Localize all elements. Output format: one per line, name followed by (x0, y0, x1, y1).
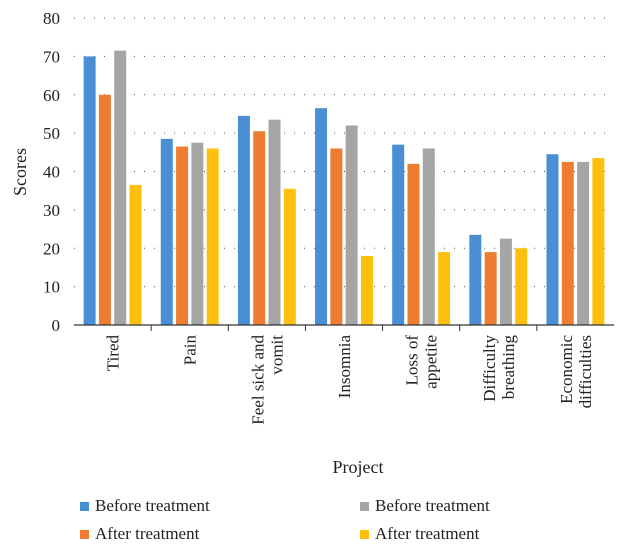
x-tick-label-group: Loss of appetite (403, 335, 441, 389)
x-tick-label: Pain (181, 335, 200, 366)
y-tick-label: 20 (43, 239, 60, 258)
x-tick-label-group: Economic difficulties (557, 335, 595, 409)
bar (315, 108, 328, 326)
y-tick-label: 0 (52, 316, 61, 335)
x-tick-label: Difficulty (480, 335, 499, 402)
y-tick-label: 60 (43, 86, 60, 105)
legend-label: After treatment (95, 524, 200, 543)
y-tick-label: 80 (43, 9, 60, 28)
bar (345, 125, 358, 325)
bar (83, 56, 96, 325)
x-tick-label: breathing (499, 335, 518, 400)
bar (392, 144, 405, 325)
x-tick-label-group: Tired (104, 335, 123, 372)
y-tick-label: 40 (43, 163, 60, 182)
legend-swatch (360, 502, 369, 511)
y-axis-title: Scores (10, 148, 30, 196)
legend-swatch (360, 530, 369, 539)
bar (561, 161, 574, 325)
bar (484, 252, 497, 325)
bar (160, 138, 173, 325)
bar (546, 154, 559, 325)
x-axis-title: Project (333, 457, 384, 477)
bar (577, 161, 590, 325)
x-tick-label: Tired (104, 335, 123, 372)
y-tick-label: 30 (43, 201, 60, 220)
bar (469, 234, 482, 325)
bar (114, 50, 127, 326)
legend-swatch (80, 502, 89, 511)
legend-label: After treatment (375, 524, 480, 543)
bar (129, 184, 142, 325)
x-tick-label: Feel sick and (248, 335, 267, 425)
x-tick-label-group: Pain (181, 335, 200, 366)
bar (515, 248, 528, 325)
bar (422, 148, 435, 325)
bar (407, 163, 420, 325)
legend-swatch (80, 530, 89, 539)
x-tick-label-group: Difficulty breathing (480, 335, 518, 402)
bar (176, 146, 189, 325)
x-tick-label: Loss of (403, 335, 422, 386)
bar (253, 131, 266, 325)
x-tick-label-group: Insomnia (335, 335, 354, 399)
bar (237, 115, 250, 325)
bar (268, 119, 281, 325)
axes: 0 10 20 30 40 50 60 70 80 Tired Pain Feel sick and v… (43, 9, 614, 425)
bar (98, 94, 111, 325)
x-tick-label: Insomnia (335, 335, 354, 399)
bar (191, 142, 204, 325)
bar (283, 188, 296, 325)
x-tick-label: Economic (557, 335, 576, 404)
gridlines (74, 17, 614, 288)
legend: Before treatment After treatment Before tr… (80, 496, 490, 543)
bar (206, 148, 219, 325)
bar (360, 255, 373, 325)
bars (83, 50, 605, 326)
y-tick-label: 50 (43, 124, 60, 143)
bar (499, 238, 512, 325)
legend-label: Before treatment (375, 496, 490, 515)
legend-label: Before treatment (95, 496, 210, 515)
bar (592, 158, 605, 325)
x-tick-label: difficulties (576, 335, 595, 408)
bar (438, 252, 451, 325)
bar (330, 148, 343, 325)
x-tick-label: appetite (422, 335, 441, 389)
y-tick-label: 70 (43, 47, 60, 66)
x-tick-label: vomit (267, 335, 286, 375)
y-tick-label: 10 (43, 278, 60, 297)
x-tick-label-group: Feel sick and vomit (248, 335, 286, 425)
